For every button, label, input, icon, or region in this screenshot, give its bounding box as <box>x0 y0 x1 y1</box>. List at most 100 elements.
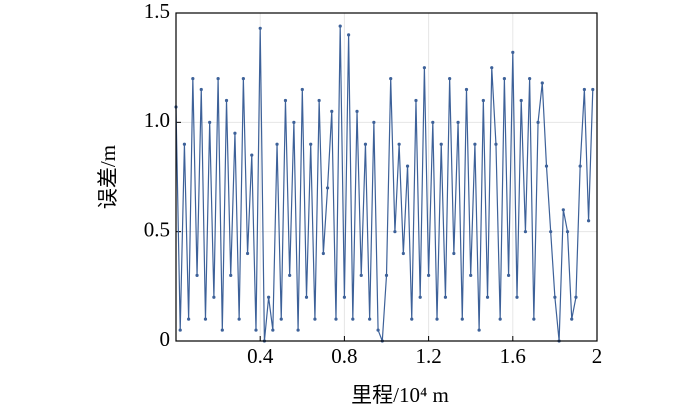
data-point <box>498 317 502 321</box>
data-point <box>523 230 528 234</box>
data-point <box>368 317 372 321</box>
data-point <box>376 328 380 332</box>
data-point <box>208 120 212 124</box>
data-point <box>372 120 376 124</box>
data-point <box>528 77 532 81</box>
data-point <box>506 273 511 277</box>
data-point <box>460 317 464 321</box>
data-point <box>418 295 422 299</box>
data-point <box>578 164 582 168</box>
data-point <box>422 66 426 70</box>
y-tick-label: 0.5 <box>144 217 170 241</box>
data-point <box>199 87 203 92</box>
data-point <box>393 230 397 234</box>
data-point <box>254 328 258 332</box>
data-point <box>384 273 389 277</box>
data-point <box>330 109 334 113</box>
data-point <box>241 77 245 81</box>
data-point <box>359 273 363 277</box>
data-point <box>481 98 485 103</box>
data-point <box>296 328 300 332</box>
data-point <box>321 251 325 256</box>
data-point <box>469 273 473 277</box>
data-point <box>351 317 355 321</box>
data-point <box>439 142 443 146</box>
data-point <box>233 131 237 135</box>
data-point <box>477 328 481 332</box>
data-point <box>494 142 498 146</box>
y-axis-label: 误差/m <box>96 145 120 209</box>
data-point <box>549 230 553 234</box>
data-point <box>452 251 456 256</box>
data-point <box>414 98 418 103</box>
data-point <box>195 273 199 277</box>
data-point <box>591 87 595 92</box>
data-point <box>212 295 216 299</box>
data-point <box>502 77 506 81</box>
data-point <box>237 317 241 321</box>
data-point <box>397 142 401 146</box>
data-point <box>553 295 557 299</box>
data-point <box>347 33 351 37</box>
data-point <box>220 328 224 332</box>
x-tick-label: 1.6 <box>500 344 526 368</box>
data-point <box>536 120 540 124</box>
data-point <box>229 273 233 277</box>
x-tick-label: 0.4 <box>247 344 274 368</box>
data-point <box>401 251 405 256</box>
data-point <box>245 251 250 256</box>
data-point <box>473 142 477 146</box>
data-point <box>292 120 296 124</box>
data-point <box>582 87 586 92</box>
x-axis-label: 里程/10⁴ m <box>351 383 449 407</box>
data-point <box>309 142 313 146</box>
data-point <box>544 164 549 168</box>
data-line <box>175 26 594 342</box>
data-point <box>304 295 309 299</box>
data-point <box>283 98 288 103</box>
data-point <box>540 81 544 85</box>
data-point <box>586 219 591 223</box>
data-point <box>511 50 515 54</box>
data-point <box>288 273 292 277</box>
x-tick-label: 2 <box>592 344 603 368</box>
data-point <box>490 66 494 70</box>
data-point <box>279 317 283 321</box>
data-point <box>448 77 452 81</box>
data-point <box>178 328 182 332</box>
data-point <box>410 317 414 321</box>
data-point <box>405 164 410 168</box>
data-point <box>565 230 570 234</box>
data-point <box>574 295 578 299</box>
data-point <box>389 77 393 81</box>
data-point <box>203 317 208 321</box>
data-point <box>427 273 431 277</box>
data-point <box>267 295 271 299</box>
data-point <box>216 77 220 81</box>
data-point <box>435 317 439 321</box>
data-point <box>570 317 574 321</box>
x-tick-label: 1.2 <box>415 344 441 368</box>
data-point <box>224 98 229 103</box>
data-point <box>317 98 321 103</box>
y-tick-label: 0 <box>160 327 171 351</box>
data-point <box>456 120 460 124</box>
data-point <box>443 295 448 299</box>
data-point <box>532 317 536 321</box>
y-tick-label: 1.5 <box>144 0 170 23</box>
y-tick-label: 1.0 <box>144 108 170 132</box>
data-point <box>363 142 368 146</box>
x-tick-label: 0.8 <box>331 344 357 368</box>
data-point <box>485 295 490 299</box>
data-point <box>313 317 317 321</box>
data-point <box>191 77 195 81</box>
data-point <box>187 317 191 321</box>
data-point <box>182 142 187 146</box>
data-point <box>250 153 254 157</box>
data-point <box>515 295 519 299</box>
data-point <box>431 120 435 124</box>
data-point <box>342 295 346 299</box>
data-point <box>300 87 304 92</box>
data-point <box>334 317 338 321</box>
